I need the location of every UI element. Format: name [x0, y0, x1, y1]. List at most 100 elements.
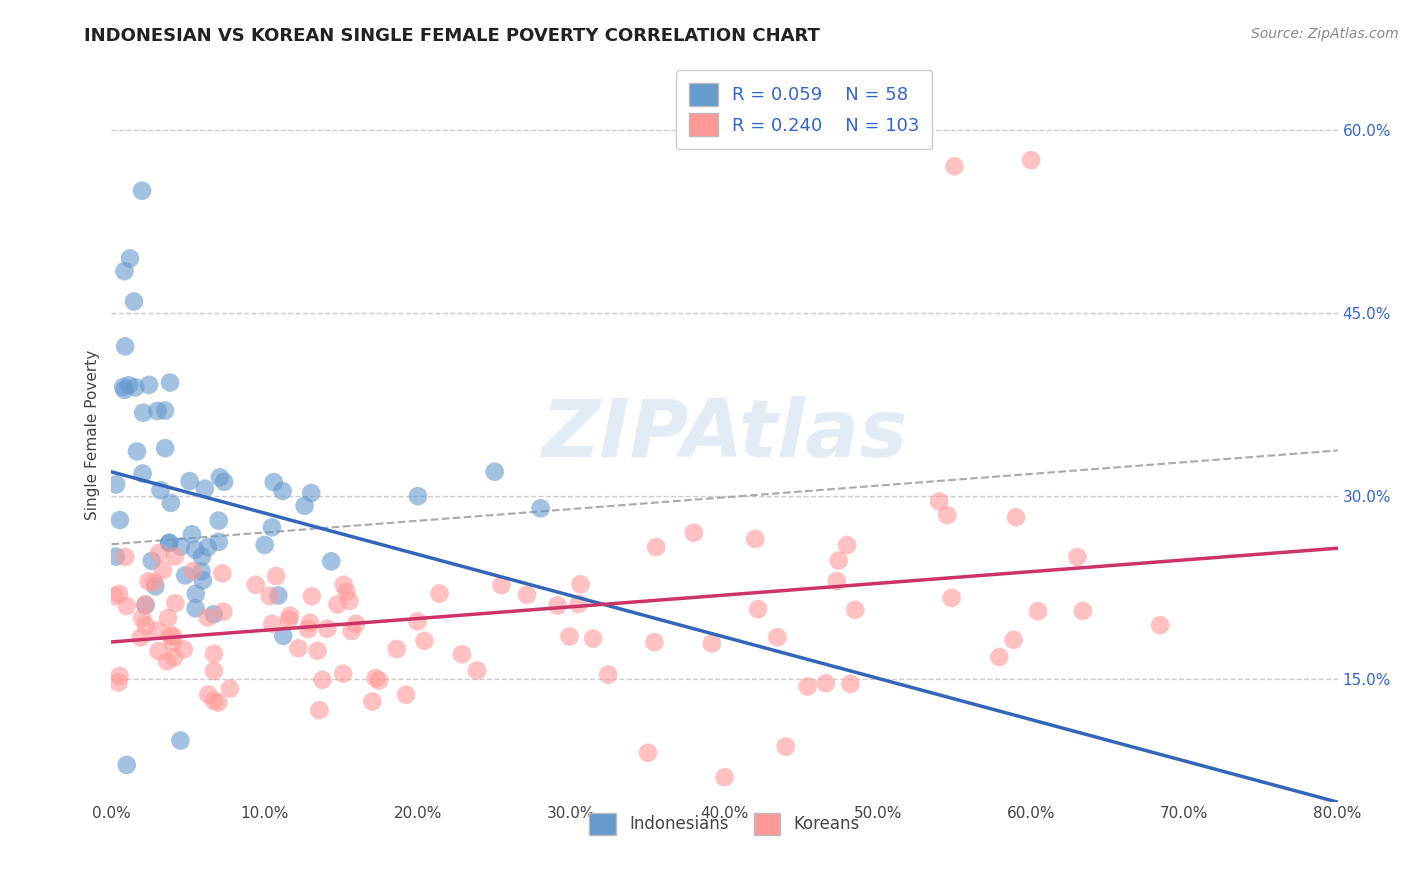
Point: [264, 569, 287, 583]
Point: [568, 597, 591, 611]
Point: [645, 540, 668, 554]
Point: [132, 406, 155, 420]
Point: [170, 540, 193, 554]
Point: [114, 383, 136, 397]
Point: [105, 477, 128, 491]
Point: [194, 482, 217, 496]
Point: [157, 536, 180, 550]
Point: [107, 675, 129, 690]
Point: [118, 252, 141, 266]
Point: [159, 628, 181, 642]
Point: [115, 758, 138, 772]
Point: [141, 554, 163, 568]
Point: [271, 629, 294, 643]
Point: [143, 575, 166, 590]
Point: [465, 664, 488, 678]
Point: [336, 585, 359, 599]
Point: [146, 404, 169, 418]
Point: [267, 589, 290, 603]
Point: [174, 568, 197, 582]
Point: [569, 577, 592, 591]
Point: [124, 380, 146, 394]
Point: [159, 376, 181, 390]
Y-axis label: Single Female Poverty: Single Female Poverty: [86, 350, 100, 520]
Point: [364, 671, 387, 685]
Point: [191, 549, 214, 564]
Point: [131, 467, 153, 481]
Point: [190, 565, 212, 579]
Point: [114, 339, 136, 353]
Point: [1019, 153, 1042, 168]
Legend: Indonesians, Koreans: Indonesians, Koreans: [579, 803, 870, 845]
Point: [637, 746, 659, 760]
Point: [344, 616, 367, 631]
Point: [413, 633, 436, 648]
Point: [163, 650, 186, 665]
Point: [1071, 604, 1094, 618]
Point: [747, 602, 769, 616]
Point: [598, 667, 620, 681]
Point: [135, 618, 157, 632]
Point: [361, 694, 384, 708]
Point: [134, 597, 156, 611]
Point: [138, 377, 160, 392]
Point: [558, 630, 581, 644]
Point: [169, 733, 191, 747]
Point: [451, 648, 474, 662]
Point: [941, 591, 963, 605]
Point: [307, 644, 329, 658]
Point: [766, 630, 789, 644]
Text: Source: ZipAtlas.com: Source: ZipAtlas.com: [1251, 27, 1399, 41]
Point: [385, 642, 408, 657]
Point: [1149, 618, 1171, 632]
Point: [368, 673, 391, 688]
Point: [148, 644, 170, 658]
Point: [149, 483, 172, 498]
Point: [202, 607, 225, 622]
Point: [278, 608, 301, 623]
Point: [301, 589, 323, 603]
Text: INDONESIAN VS KOREAN SINGLE FEMALE POVERTY CORRELATION CHART: INDONESIAN VS KOREAN SINGLE FEMALE POVER…: [84, 27, 820, 45]
Point: [744, 532, 766, 546]
Point: [146, 624, 169, 638]
Point: [406, 615, 429, 629]
Point: [1002, 632, 1025, 647]
Point: [134, 599, 156, 613]
Point: [245, 578, 267, 592]
Text: ZIPAtlas: ZIPAtlas: [541, 396, 908, 474]
Point: [395, 688, 418, 702]
Point: [516, 588, 538, 602]
Point: [988, 650, 1011, 665]
Point: [115, 599, 138, 613]
Point: [125, 444, 148, 458]
Point: [837, 538, 859, 552]
Point: [108, 587, 131, 601]
Point: [157, 536, 180, 550]
Point: [145, 579, 167, 593]
Point: [299, 615, 322, 630]
Point: [184, 601, 207, 615]
Point: [157, 611, 180, 625]
Point: [271, 483, 294, 498]
Point: [1066, 549, 1088, 564]
Point: [156, 654, 179, 668]
Point: [547, 599, 569, 613]
Point: [208, 470, 231, 484]
Point: [152, 563, 174, 577]
Point: [181, 527, 204, 541]
Point: [131, 611, 153, 625]
Point: [844, 603, 866, 617]
Point: [297, 622, 319, 636]
Point: [332, 666, 354, 681]
Point: [308, 703, 330, 717]
Point: [197, 610, 219, 624]
Point: [406, 489, 429, 503]
Point: [122, 294, 145, 309]
Point: [131, 184, 153, 198]
Point: [118, 378, 141, 392]
Point: [162, 636, 184, 650]
Point: [207, 696, 229, 710]
Point: [1026, 604, 1049, 618]
Point: [184, 587, 207, 601]
Point: [775, 739, 797, 754]
